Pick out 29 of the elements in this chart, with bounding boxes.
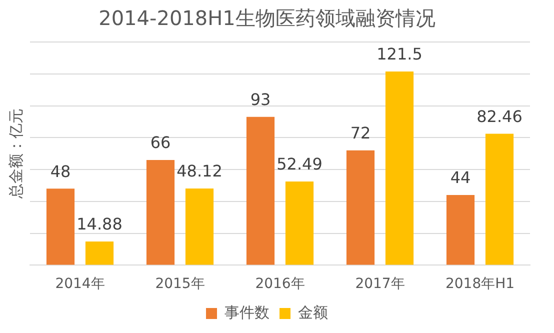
bar: [185, 188, 214, 265]
bar: [246, 116, 275, 265]
bar: [346, 150, 375, 265]
data-label: 72: [350, 124, 371, 143]
legend-label: 事件数: [224, 303, 270, 322]
x-tick-label: 2018年H1: [445, 276, 515, 292]
x-tick-label: 2016年: [255, 276, 305, 292]
data-label: 52.49: [276, 154, 322, 174]
y-axis-title: 总金额：亿元: [6, 108, 25, 200]
chart-title: 2014-2018H1生物医药领域融资情况: [98, 6, 436, 30]
data-label: 44: [450, 168, 471, 188]
data-label: 121.5: [376, 44, 422, 64]
bar: [285, 182, 314, 265]
x-tick-label: 2015年: [155, 276, 205, 292]
bar: [446, 195, 475, 265]
legend-label: 金额: [298, 303, 328, 322]
data-label: 66: [150, 133, 171, 152]
data-label: 82.46: [476, 106, 522, 126]
data-label: 93: [250, 90, 271, 110]
x-tick-label: 2014年: [55, 276, 105, 292]
bar: [46, 188, 75, 265]
bar: [146, 160, 175, 265]
data-label: 14.88: [76, 214, 122, 234]
bar: [85, 241, 114, 265]
bar: [485, 134, 514, 265]
data-label: 48: [50, 162, 71, 181]
bar: [385, 71, 414, 265]
data-label: 48.12: [176, 162, 222, 181]
x-tick-label: 2017年: [355, 276, 405, 292]
